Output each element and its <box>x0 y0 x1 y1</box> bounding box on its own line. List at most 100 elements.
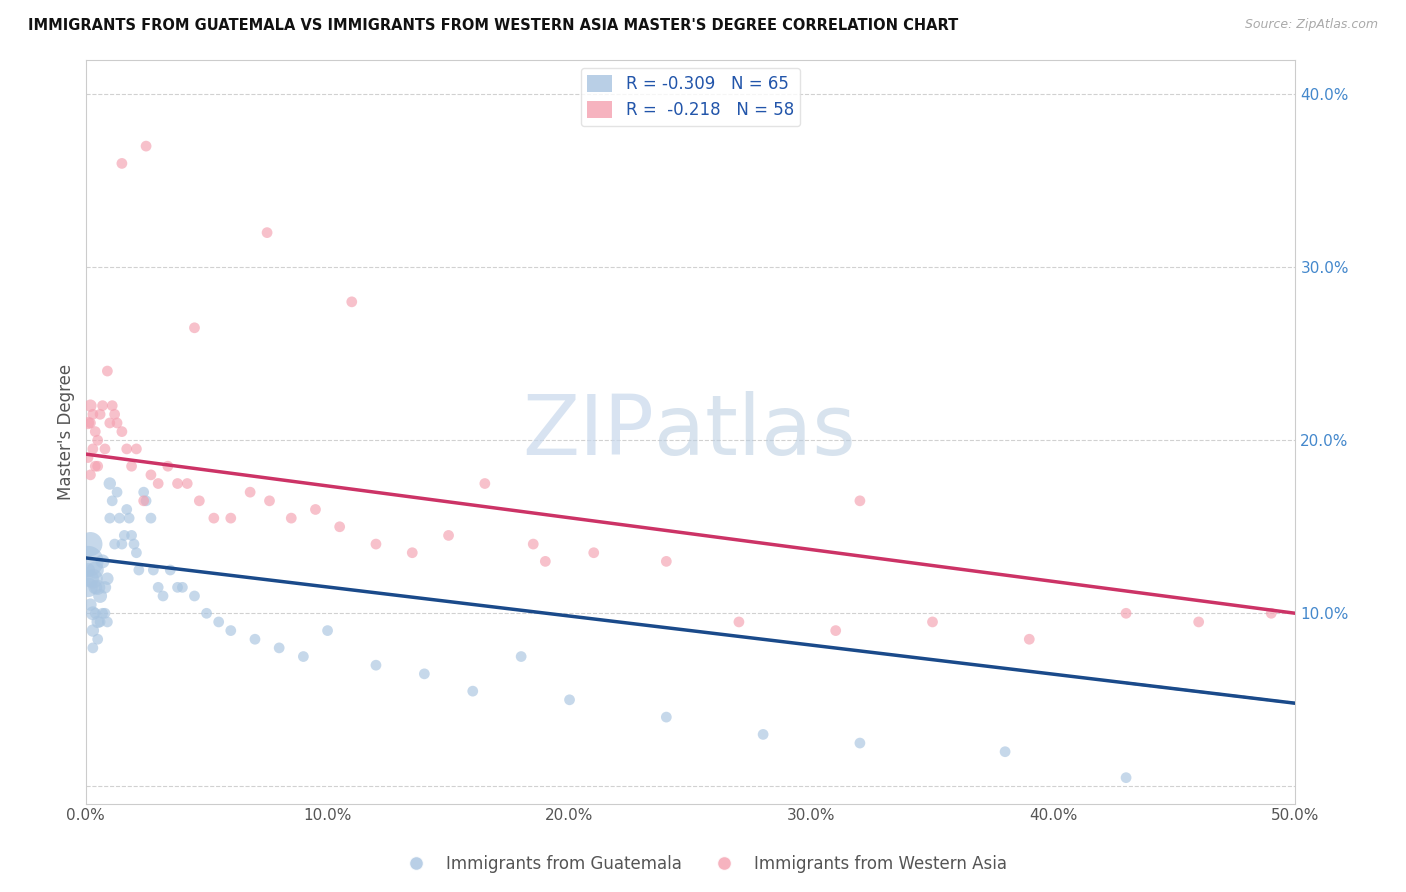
Point <box>1115 771 1137 785</box>
Point <box>655 554 678 568</box>
Point <box>101 493 124 508</box>
Point <box>98 511 121 525</box>
Point <box>166 476 188 491</box>
Point <box>176 476 198 491</box>
Point <box>183 589 205 603</box>
Text: ZIP: ZIP <box>523 391 654 472</box>
Point <box>111 156 134 170</box>
Point <box>96 572 118 586</box>
Point <box>474 476 496 491</box>
Point <box>125 546 148 560</box>
Point <box>195 607 218 621</box>
Point <box>94 442 117 456</box>
Point <box>208 615 231 629</box>
Point <box>84 607 107 621</box>
Point <box>461 684 484 698</box>
Point <box>77 580 100 594</box>
Point <box>82 442 104 456</box>
Point <box>115 502 138 516</box>
Text: atlas: atlas <box>654 391 856 472</box>
Point <box>139 467 162 482</box>
Point <box>122 537 145 551</box>
Point <box>156 459 179 474</box>
Point <box>728 615 751 629</box>
Point <box>118 511 141 525</box>
Point <box>269 640 291 655</box>
Point <box>510 649 533 664</box>
Point <box>128 563 150 577</box>
Point <box>558 693 581 707</box>
Point <box>89 589 111 603</box>
Point <box>98 416 121 430</box>
Point <box>148 476 170 491</box>
Point <box>139 511 162 525</box>
Point <box>79 467 101 482</box>
Point <box>534 554 557 568</box>
Point <box>111 425 134 439</box>
Point <box>82 407 104 421</box>
Point <box>132 485 155 500</box>
Point <box>77 416 100 430</box>
Point <box>84 563 107 577</box>
Point <box>921 615 943 629</box>
Point <box>105 485 128 500</box>
Point <box>142 563 165 577</box>
Point <box>824 624 846 638</box>
Point <box>292 649 315 664</box>
Point <box>86 615 108 629</box>
Point <box>188 493 211 508</box>
Point <box>108 511 131 525</box>
Point <box>340 294 363 309</box>
Point <box>86 580 108 594</box>
Point <box>166 580 188 594</box>
Point <box>135 493 157 508</box>
Point <box>256 226 278 240</box>
Point <box>259 493 281 508</box>
Point <box>239 485 262 500</box>
Point <box>89 407 111 421</box>
Point <box>849 493 872 508</box>
Point <box>82 572 104 586</box>
Point <box>96 615 118 629</box>
Point <box>316 624 339 638</box>
Point <box>125 442 148 456</box>
Point <box>135 139 157 153</box>
Point <box>84 425 107 439</box>
Point <box>91 554 114 568</box>
Point <box>364 658 387 673</box>
Point <box>96 364 118 378</box>
Point <box>86 632 108 647</box>
Legend: R = -0.309   N = 65, R =  -0.218   N = 58: R = -0.309 N = 65, R = -0.218 N = 58 <box>581 68 800 126</box>
Point <box>304 502 326 516</box>
Point <box>994 745 1017 759</box>
Point <box>132 493 155 508</box>
Point <box>86 434 108 448</box>
Point <box>121 459 143 474</box>
Point <box>115 442 138 456</box>
Point <box>219 511 242 525</box>
Point <box>82 607 104 621</box>
Point <box>84 580 107 594</box>
Legend: Immigrants from Guatemala, Immigrants from Western Asia: Immigrants from Guatemala, Immigrants fr… <box>392 848 1014 880</box>
Point <box>219 624 242 638</box>
Y-axis label: Master's Degree: Master's Degree <box>58 364 75 500</box>
Point <box>1115 607 1137 621</box>
Point <box>77 450 100 465</box>
Point <box>79 399 101 413</box>
Text: IMMIGRANTS FROM GUATEMALA VS IMMIGRANTS FROM WESTERN ASIA MASTER'S DEGREE CORREL: IMMIGRANTS FROM GUATEMALA VS IMMIGRANTS … <box>28 18 959 33</box>
Point <box>280 511 302 525</box>
Point <box>752 727 775 741</box>
Point <box>364 537 387 551</box>
Point <box>413 666 436 681</box>
Point <box>84 459 107 474</box>
Point <box>91 399 114 413</box>
Point <box>172 580 194 594</box>
Point <box>82 624 104 638</box>
Point <box>104 537 127 551</box>
Point <box>86 459 108 474</box>
Point <box>82 640 104 655</box>
Point <box>1260 607 1282 621</box>
Point <box>1018 632 1040 647</box>
Point <box>437 528 460 542</box>
Point <box>111 537 134 551</box>
